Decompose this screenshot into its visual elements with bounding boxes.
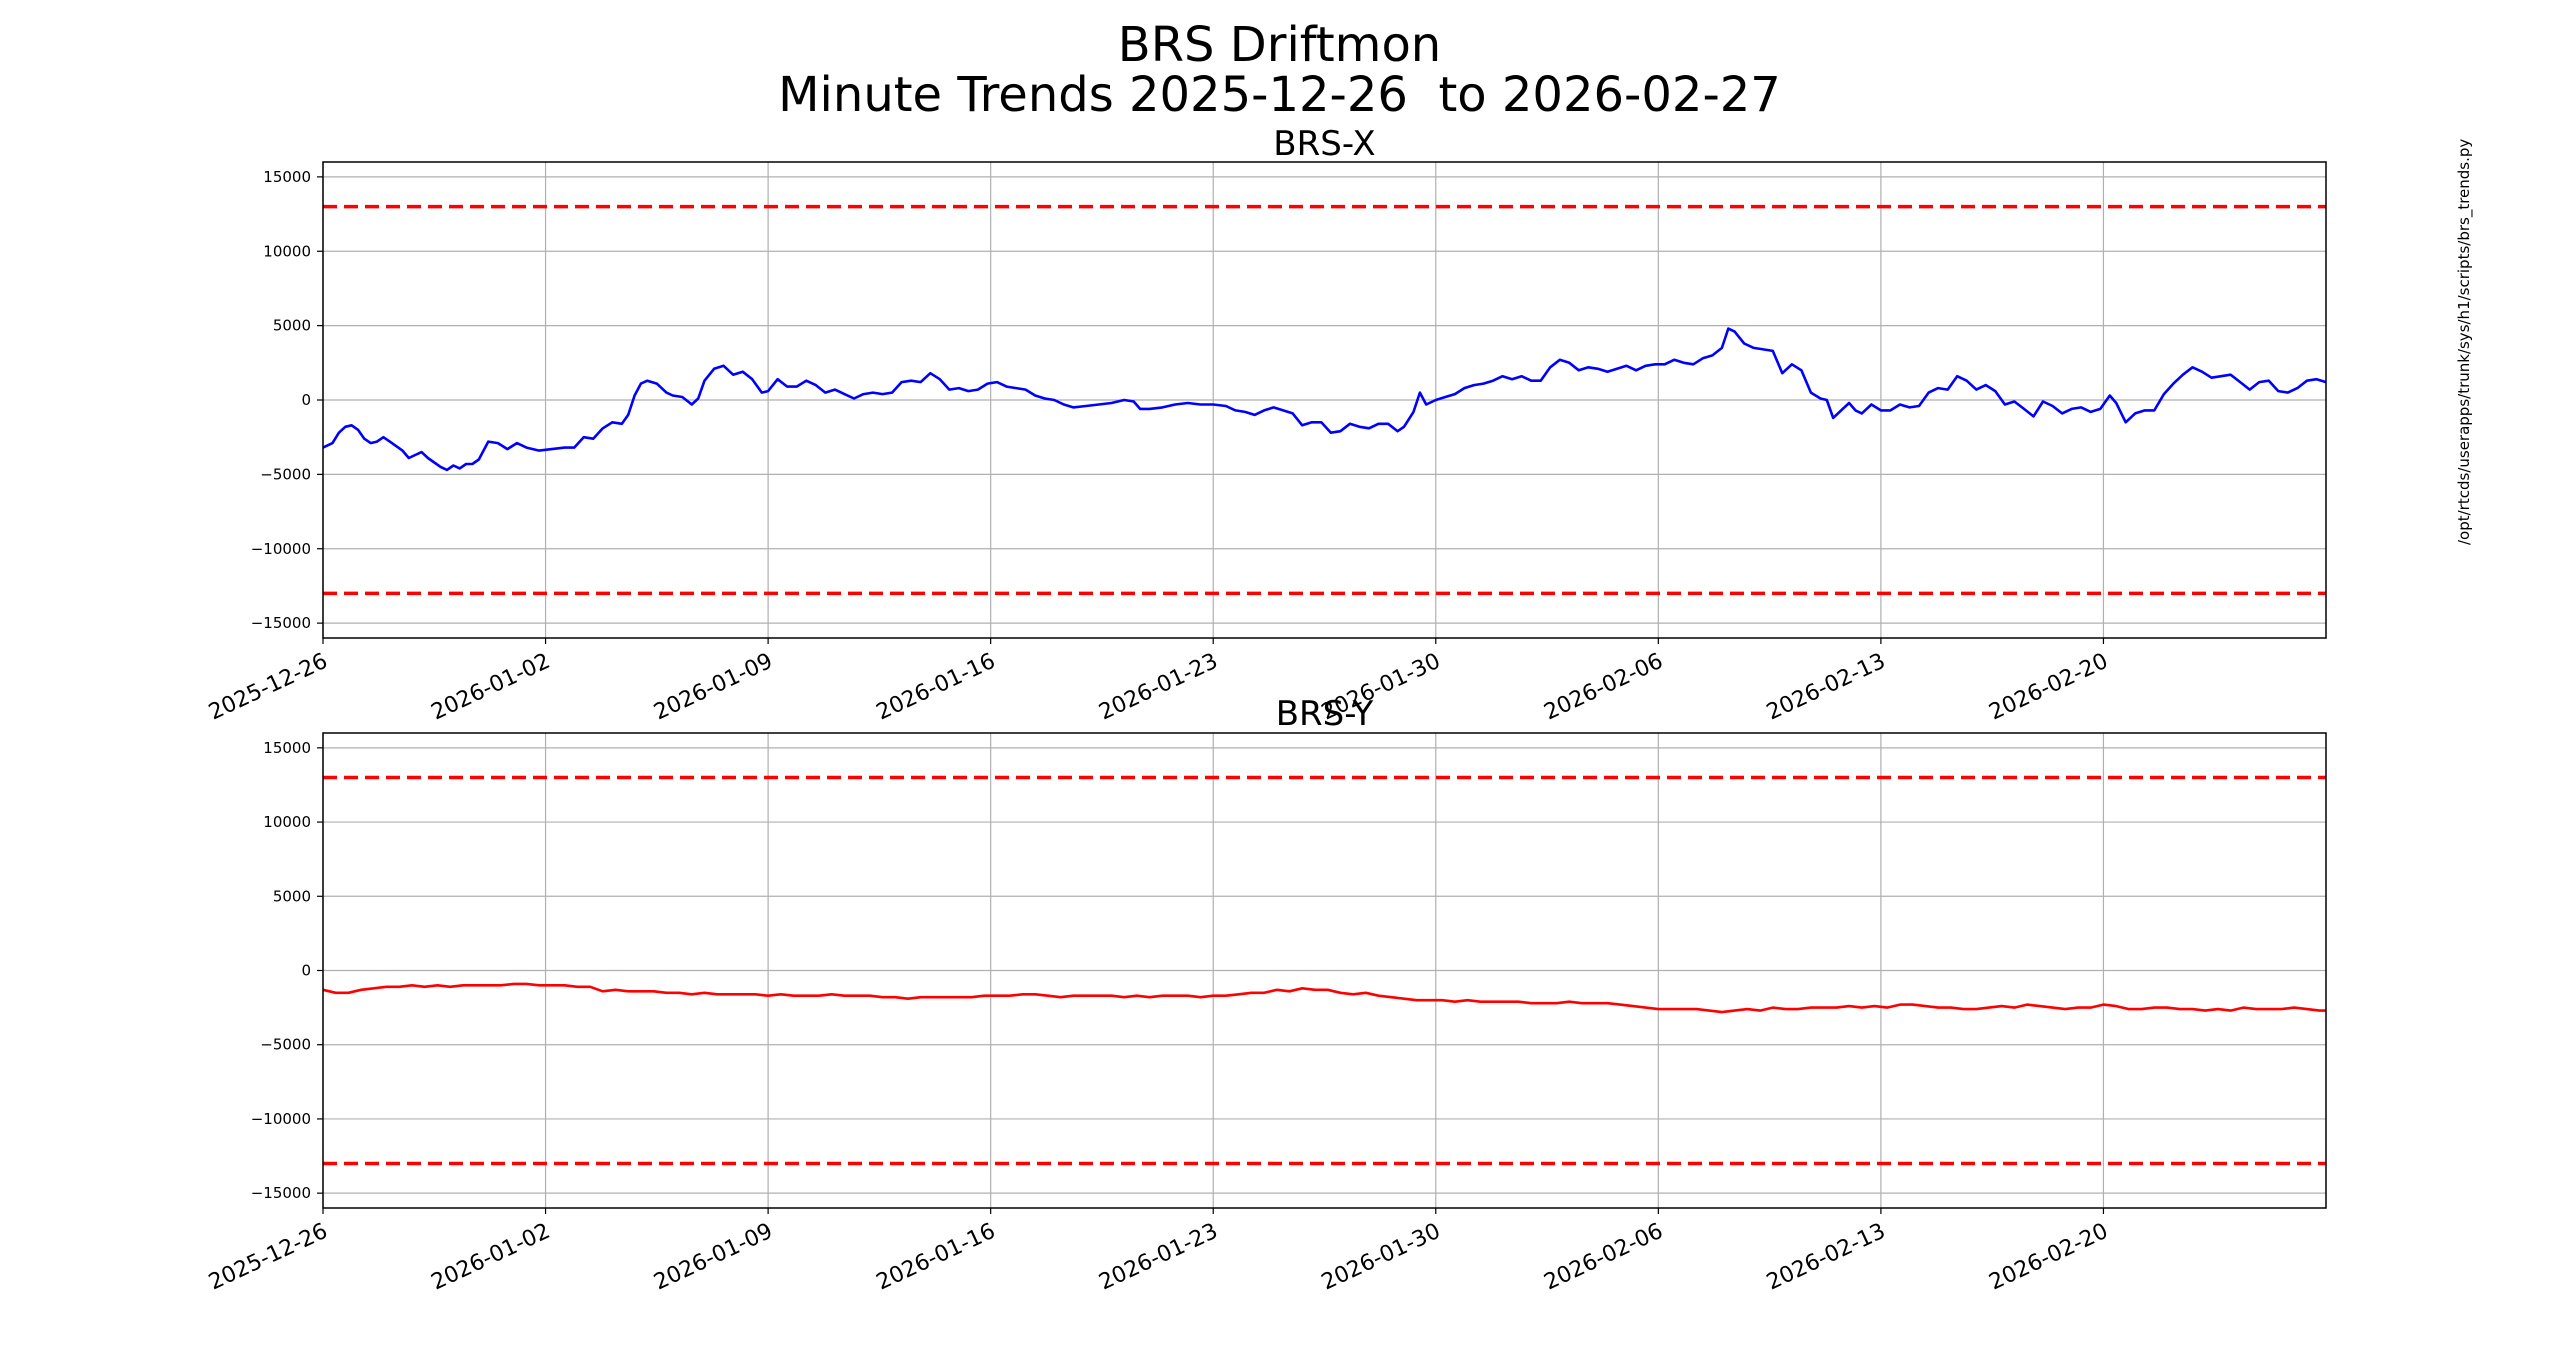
brs-y-xtick-label: 2026-01-23 bbox=[1095, 1219, 1221, 1296]
brs-x-ytick-label: 5000 bbox=[273, 317, 311, 335]
brs-x-xtick-label: 2026-02-20 bbox=[1986, 649, 2112, 726]
brs-x-xtick-label: 2026-01-02 bbox=[428, 649, 554, 726]
brs-x-xtick-label: 2026-02-13 bbox=[1763, 649, 1889, 726]
brs-x-xtick-label: 2025-12-26 bbox=[205, 649, 331, 726]
brs-y-xtick-label: 2026-02-13 bbox=[1763, 1219, 1889, 1296]
brs-y-xtick-label: 2026-01-09 bbox=[650, 1219, 776, 1296]
brs-y-xtick-label: 2026-02-20 bbox=[1986, 1219, 2112, 1296]
brs-x-ytick-label: −10000 bbox=[251, 540, 311, 558]
brs-y-xtick-label: 2026-01-16 bbox=[873, 1219, 999, 1296]
figure-title-line2: Minute Trends 2025-12-26 to 2026-02-27 bbox=[778, 67, 1781, 123]
brs-x-series-line bbox=[322, 327, 2327, 472]
brs-x-ytick-label: 10000 bbox=[263, 242, 311, 260]
brs-x-xtick-label: 2026-02-06 bbox=[1540, 649, 1666, 726]
brs-y-xtick-label: 2025-12-26 bbox=[205, 1219, 331, 1296]
brs-y-ytick-label: 15000 bbox=[263, 739, 311, 757]
brs-x-ytick-label: −5000 bbox=[260, 465, 311, 483]
brs-y-xtick-label: 2026-01-30 bbox=[1318, 1219, 1444, 1296]
brs-y-ytick-label: −15000 bbox=[251, 1184, 311, 1202]
brs-y-axes-frame bbox=[322, 732, 2327, 1209]
brs-x-xtick-label: 2026-01-23 bbox=[1095, 649, 1221, 726]
brs-y-xtick-label: 2026-01-02 bbox=[428, 1219, 554, 1296]
brs-x-ytick-label: −15000 bbox=[251, 614, 311, 632]
brs-x-xtick-label: 2026-01-09 bbox=[650, 649, 776, 726]
brs-x-panel-title: BRS-X bbox=[1273, 124, 1375, 164]
figure-title-line1: BRS Driftmon bbox=[1117, 17, 1442, 73]
brs-y-ytick-label: −5000 bbox=[260, 1036, 311, 1054]
brs-x-ytick-label: 15000 bbox=[263, 168, 311, 186]
brs-x-panel: −15000 −10000 −5000 0 5000 10000 15000 2025-12-… bbox=[205, 124, 2327, 726]
brs-y-ytick-label: 10000 bbox=[263, 813, 311, 831]
brs-y-ytick-label: 0 bbox=[301, 962, 311, 980]
brs-x-xtick-label: 2026-01-16 bbox=[873, 649, 999, 726]
brs-y-series-line bbox=[322, 982, 2326, 1014]
brs-x-axes-frame bbox=[322, 161, 2327, 639]
brs-y-ytick-label: 5000 bbox=[273, 887, 311, 905]
brs-y-panel: −15000 −10000 −5000 0 5000 10000 15000 2025-12-… bbox=[205, 694, 2327, 1296]
brs-y-ytick-label: −10000 bbox=[251, 1110, 311, 1128]
brs-y-panel-title: BRS-Y bbox=[1276, 694, 1374, 734]
brs-x-ytick-label: 0 bbox=[301, 391, 311, 409]
brs-y-xtick-label: 2026-02-06 bbox=[1540, 1219, 1666, 1296]
